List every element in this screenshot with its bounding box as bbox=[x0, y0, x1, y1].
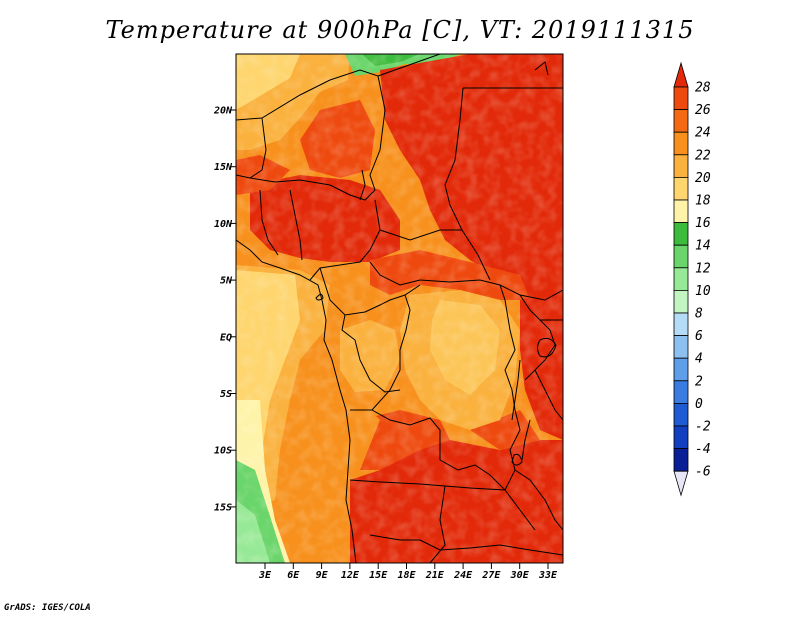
colorbar-label: 28 bbox=[695, 81, 711, 96]
colorbar-label: 16 bbox=[695, 216, 711, 231]
colorbar-label: 12 bbox=[695, 261, 711, 276]
longitude-axis: 3E 6E 9E 12E 15E 18E 21E 24E 27E 30E 33E bbox=[258, 563, 558, 581]
lon-label: 18E bbox=[397, 570, 416, 581]
map-frame bbox=[235, 53, 564, 564]
colorbar-label: 8 bbox=[695, 307, 703, 322]
colorbar-swatch bbox=[673, 86, 689, 111]
lon-label: 12E bbox=[341, 570, 360, 581]
colorbar-swatch bbox=[673, 312, 689, 337]
colorbar-swatch bbox=[673, 448, 689, 472]
lat-label: 5N bbox=[220, 276, 233, 287]
colorbar-label: 20 bbox=[695, 171, 711, 186]
lon-label: 33E bbox=[538, 570, 558, 581]
lon-label: 15E bbox=[369, 570, 388, 581]
colorbar-swatch bbox=[673, 289, 689, 314]
colorbar-swatch bbox=[673, 176, 689, 201]
temperature-field bbox=[236, 54, 563, 563]
credit-text: GrADS: IGES/COLA bbox=[4, 603, 91, 613]
colorbar-label: 18 bbox=[695, 194, 711, 209]
colorbar-swatch bbox=[673, 357, 689, 382]
lon-label: 6E bbox=[287, 570, 300, 581]
colorbar-label: -4 bbox=[695, 442, 711, 457]
colorbar-label: 6 bbox=[695, 329, 703, 344]
lon-label: 27E bbox=[481, 570, 501, 581]
colorbar-min-arrow bbox=[673, 470, 689, 497]
colorbar-swatch bbox=[673, 244, 689, 269]
lat-label: 20N bbox=[213, 106, 233, 117]
lon-label: 9E bbox=[316, 570, 329, 581]
colorbar-label: 24 bbox=[695, 126, 711, 141]
colorbar-swatch bbox=[673, 267, 689, 291]
country-borders bbox=[236, 54, 563, 563]
lon-label: 21E bbox=[425, 570, 445, 581]
colorbar-label: 14 bbox=[695, 239, 711, 254]
lon-label: 3E bbox=[258, 570, 272, 581]
colorbar-swatch bbox=[673, 380, 689, 404]
lon-label: 24E bbox=[453, 570, 473, 581]
colorbar-swatch bbox=[673, 131, 689, 156]
colorbar-label: 2 bbox=[695, 374, 703, 389]
lat-label: 15S bbox=[214, 502, 232, 513]
map-title: Temperature at 900hPa [C], VT: 201911131… bbox=[105, 16, 695, 44]
colorbar-max-arrow bbox=[673, 61, 689, 88]
colorbar-label: -2 bbox=[695, 420, 711, 435]
latitude-axis: 20N 15N 10N 5N EQ 5S 10S 15S bbox=[213, 106, 236, 513]
colorbar-label: 26 bbox=[695, 103, 711, 118]
colorbar-label: 10 bbox=[695, 284, 711, 299]
colorbar-label: 4 bbox=[695, 352, 703, 367]
colorbar-swatch bbox=[673, 335, 689, 359]
colorbar-swatch bbox=[673, 199, 689, 224]
colorbar-swatch bbox=[673, 425, 689, 450]
colorbar-swatch bbox=[673, 109, 689, 133]
lat-label: 10N bbox=[214, 219, 233, 230]
colorbar-swatch bbox=[673, 154, 689, 178]
lat-label: 10S bbox=[214, 446, 232, 457]
colorbar-label: 22 bbox=[695, 148, 711, 163]
colorbar-label: 0 bbox=[695, 397, 703, 412]
colorbar-label: -6 bbox=[695, 465, 711, 480]
colorbar-swatch bbox=[673, 222, 689, 246]
lat-label: EQ bbox=[220, 332, 232, 343]
lon-label: 30E bbox=[510, 570, 530, 581]
lat-label: 5S bbox=[220, 389, 232, 400]
colorbar-swatch bbox=[673, 402, 689, 427]
lat-label: 15N bbox=[214, 162, 233, 173]
